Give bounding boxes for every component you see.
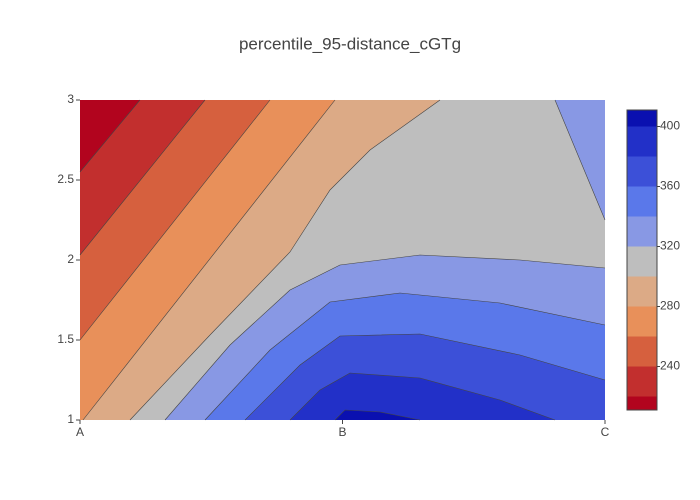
x-tick-label: A: [76, 425, 84, 439]
contour-line: [554, 99, 606, 221]
contour-line: [79, 99, 271, 341]
contour-line: [79, 99, 141, 173]
colorbar-frame: [626, 109, 658, 411]
y-tick-label: 1: [67, 412, 74, 426]
colorbar-segment: [627, 216, 657, 247]
contour-line: [82, 99, 336, 421]
contour-line: [334, 409, 421, 421]
colorbar-segment: [627, 336, 657, 367]
y-tick-label: 2: [67, 252, 74, 266]
colorbar-segment: [627, 110, 657, 127]
y-tick-label: 2.5: [57, 172, 74, 186]
colorbar-segment: [627, 396, 657, 410]
colorbar-segment: [627, 366, 657, 397]
y-tick-label: 1.5: [57, 332, 74, 346]
x-tick-label: B: [338, 425, 346, 439]
colorbar-tick-label: 360: [660, 179, 680, 193]
chart-title: percentile_95-distance_cGTg: [239, 34, 461, 53]
colorbar-segment: [627, 186, 657, 217]
contour-line: [244, 333, 606, 421]
colorbar-tick-label: 280: [660, 299, 680, 313]
contour-line: [79, 99, 206, 256]
colorbar-segment: [627, 246, 657, 277]
y-tick-label: 3: [67, 92, 74, 106]
colorbar-segment: [627, 276, 657, 307]
contour-band: [290, 373, 605, 420]
colorbar-tick-label: 400: [660, 119, 680, 133]
colorbar-tick-label: 240: [660, 359, 680, 373]
x-tick-label: C: [601, 425, 610, 439]
contour-line: [164, 254, 606, 421]
colorbar-segment: [627, 306, 657, 337]
contour-band: [335, 410, 605, 420]
contour-line: [204, 292, 606, 421]
colorbar-tick-label: 320: [660, 239, 680, 253]
colorbar-segment: [627, 126, 657, 157]
contour-line: [129, 99, 441, 421]
contour-line: [289, 372, 556, 421]
colorbar-segment: [627, 156, 657, 187]
